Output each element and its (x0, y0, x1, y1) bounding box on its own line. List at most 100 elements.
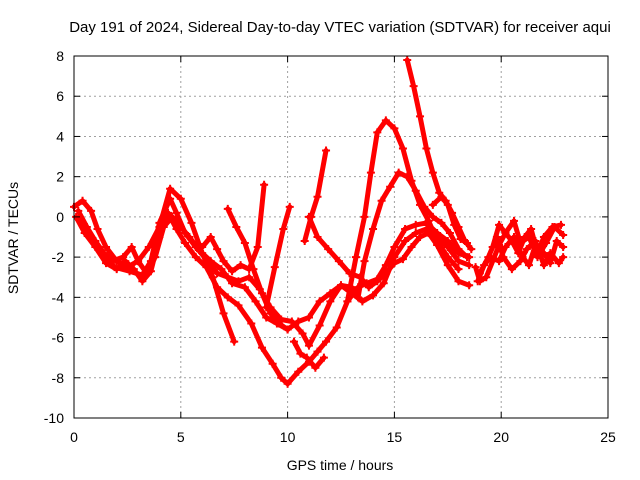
data-point (78, 196, 87, 205)
data-point (552, 237, 561, 246)
data-point (473, 277, 482, 286)
data-point (166, 194, 175, 203)
data-point (450, 220, 459, 229)
data-point (313, 233, 322, 241)
data-point (181, 239, 190, 248)
data-point (381, 269, 390, 278)
data-point (232, 222, 241, 231)
x-tick-label: 5 (177, 429, 185, 445)
data-point (356, 273, 365, 282)
data-point (202, 255, 211, 264)
series-track-13 (428, 192, 472, 248)
data-point (527, 224, 536, 233)
data-point (398, 255, 407, 264)
data-point (270, 263, 279, 272)
data-point (499, 253, 508, 262)
data-point (87, 233, 96, 241)
data-point (488, 243, 497, 252)
data-point (546, 249, 555, 258)
data-point (176, 194, 185, 203)
data-point (219, 257, 228, 266)
data-point (313, 192, 322, 201)
data-point (191, 253, 200, 262)
y-tick-label: -2 (52, 249, 65, 265)
data-point (351, 253, 360, 262)
y-tick-label: -4 (52, 289, 65, 305)
data-point (337, 281, 345, 290)
data-point (223, 204, 232, 213)
data-point (168, 212, 177, 221)
data-point (456, 235, 465, 244)
data-point (516, 239, 525, 248)
data-point (539, 261, 548, 270)
data-point (304, 313, 313, 322)
data-point (247, 319, 256, 328)
data-point (228, 267, 237, 276)
data-point (217, 265, 226, 274)
data-point (484, 253, 493, 262)
data-point (443, 200, 452, 209)
data-point (202, 263, 211, 272)
data-point (360, 257, 369, 266)
data-point (144, 243, 153, 252)
data-point (510, 216, 519, 225)
data-point (559, 253, 568, 262)
data-point (102, 243, 111, 252)
data-point (433, 237, 442, 246)
data-point (294, 367, 303, 376)
data-point (524, 233, 533, 241)
data-point (251, 297, 260, 306)
data-point (119, 253, 128, 262)
data-point (181, 228, 190, 237)
data-point (262, 303, 271, 312)
data-point (166, 184, 175, 193)
data-point (394, 168, 403, 177)
x-tick-label: 25 (600, 429, 616, 445)
data-point (315, 297, 324, 306)
data-point (495, 220, 504, 229)
data-point (298, 329, 307, 338)
data-point (403, 56, 412, 65)
data-point (319, 353, 328, 362)
series-line (225, 206, 291, 332)
data-point (390, 243, 399, 252)
data-point (285, 202, 294, 211)
data-point (97, 249, 106, 258)
data-point (358, 297, 367, 306)
data-point (428, 212, 437, 221)
data-point (283, 325, 292, 334)
data-point (364, 283, 373, 292)
chart-title: Day 191 of 2024, Sidereal Day-to-day VTE… (69, 19, 611, 36)
data-point (146, 257, 155, 266)
series-track-8 (290, 337, 328, 372)
series-track-11 (343, 116, 463, 306)
data-point (279, 224, 288, 233)
data-point (416, 200, 425, 209)
data-point (482, 273, 491, 282)
data-point (507, 265, 516, 274)
data-point (428, 168, 437, 177)
data-point (398, 144, 407, 153)
data-point (249, 265, 258, 274)
data-point (240, 283, 249, 292)
data-point (219, 309, 228, 318)
data-point (277, 373, 286, 382)
data-point (554, 259, 563, 268)
data-point (326, 297, 335, 306)
data-point (134, 257, 143, 266)
data-point (304, 212, 313, 221)
data-point (155, 218, 164, 227)
data-point (93, 224, 102, 233)
data-point (266, 309, 275, 318)
data-point (268, 359, 277, 368)
data-point (454, 265, 463, 274)
y-tick-label: 0 (56, 209, 64, 225)
series-track-9 (300, 146, 331, 246)
data-point (234, 277, 243, 286)
data-point (343, 297, 352, 306)
data-point (198, 243, 207, 252)
data-point (559, 243, 568, 252)
series-line (302, 148, 329, 244)
series-line (263, 204, 293, 310)
